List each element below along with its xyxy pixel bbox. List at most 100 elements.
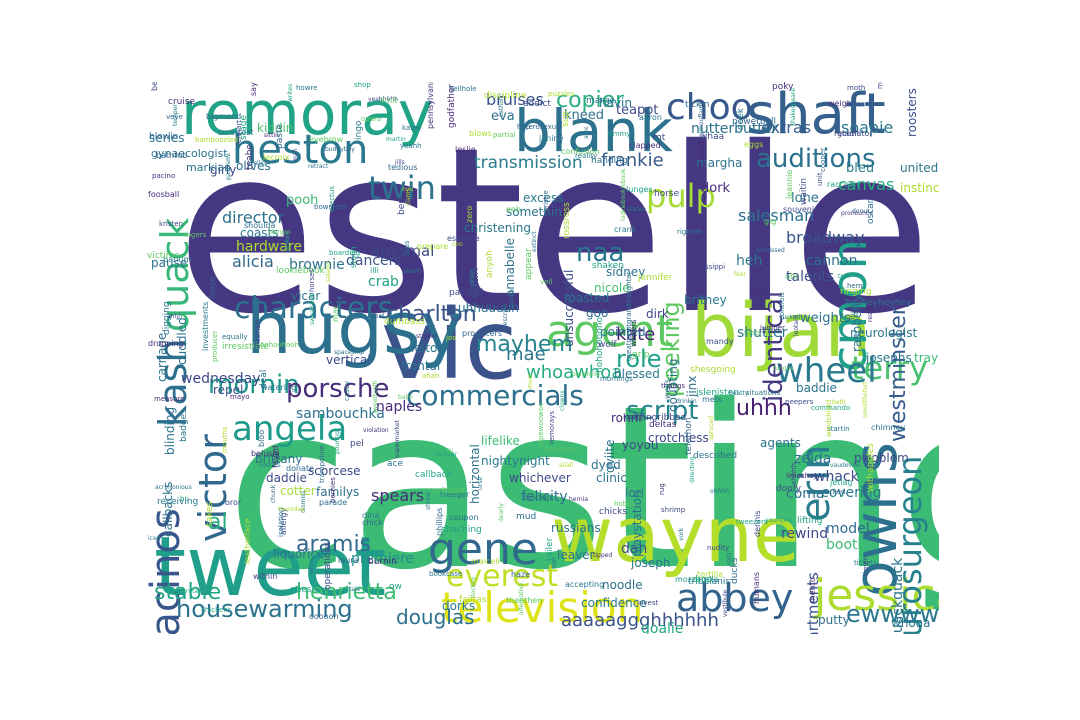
word-sweatshirt: sweatshirt	[309, 293, 316, 325]
word-foosball: foosball	[148, 190, 180, 199]
word-loaf: loaf	[373, 313, 385, 320]
word-salem: salem	[403, 268, 422, 275]
word-vaudeville: vaudeville	[830, 462, 861, 469]
word-ingo: ingo	[354, 120, 364, 140]
word-television: television	[441, 583, 644, 632]
word-described: described	[693, 451, 738, 461]
word-blowin: blowin	[149, 132, 179, 142]
word-tortilla: tortilla	[697, 570, 724, 579]
word-yeahhhhh: yeahhhhh	[368, 96, 398, 103]
word-crotchless: crotchless	[648, 431, 709, 445]
word-shakespeare: shakespeare	[790, 88, 797, 126]
word-invest: invest	[637, 599, 659, 607]
word-canvas: canvas	[838, 175, 895, 194]
word-characters: characters	[234, 291, 394, 326]
word-charlton: charlton	[386, 302, 477, 327]
word-hardware: hardware	[236, 239, 302, 255]
word-badges: badges	[179, 409, 189, 442]
word-boarding: boarding	[329, 249, 361, 257]
word-haze: haze	[511, 570, 531, 579]
word-jos: jos	[446, 334, 456, 342]
word-goalie: goalie	[641, 621, 684, 634]
word-horses: horses	[308, 268, 316, 292]
word-pouring: pouring	[334, 430, 341, 454]
word-dyed: dyed	[591, 458, 621, 472]
word-rossross: rossross	[562, 202, 572, 239]
word-tickets: tickets	[854, 559, 878, 567]
word-pennsylvania: pennsylvania	[426, 82, 435, 129]
word-wheel: wheel	[776, 351, 877, 391]
word-coo: coo	[452, 241, 463, 248]
word-mornin: mornin	[208, 370, 300, 400]
word-parade: parade	[319, 498, 348, 507]
word-janine: janine	[539, 134, 564, 143]
word-jumper: jumper	[760, 324, 785, 332]
word-hernia: hernia	[569, 496, 589, 503]
word-mandy: mandy	[706, 337, 734, 346]
word-drop: drop	[692, 575, 713, 585]
word-vestibule: vestibule	[722, 589, 729, 617]
word-ronni: ronni	[611, 411, 642, 425]
word-douglas: douglas	[396, 605, 475, 629]
word-rogers: rogers	[184, 231, 207, 239]
word-staten: staten	[627, 206, 647, 213]
word-spears: spears	[371, 486, 425, 505]
word-supermarket: supermarket	[394, 419, 401, 458]
word-porsche: porsche	[286, 374, 390, 404]
word-excess: excess	[523, 191, 564, 205]
word-addict: addict	[523, 99, 551, 109]
word-mah: mah	[292, 148, 299, 162]
word-mvin: mvin	[527, 374, 534, 389]
word-lifelike: lifelike	[481, 434, 520, 448]
word-wayne: wayne	[551, 490, 800, 579]
word-somethin: somethin	[506, 205, 562, 219]
word-oror: oror	[225, 498, 242, 507]
word-heston: heston	[232, 127, 369, 173]
word-telethon: telethon	[684, 417, 694, 455]
word-irresistible: irresistible	[222, 342, 269, 352]
word-bowmont: bowmont	[314, 203, 347, 211]
word-dirk: dirk	[646, 307, 669, 321]
word-smellthefart: smellthefart	[862, 381, 869, 418]
word-geek: geek	[736, 108, 746, 130]
word-lifting: lifting	[797, 516, 823, 526]
word-dumbass: dumbass	[384, 317, 425, 327]
word-stable: stable	[154, 580, 222, 605]
word-clowns: clowns	[559, 390, 566, 411]
word-recent: recent	[834, 129, 860, 138]
word-prepare: prepare	[417, 242, 449, 251]
word-operations: operations	[323, 542, 333, 590]
word-shop: shop	[354, 82, 371, 89]
word-sambouchka: sambouchka	[296, 406, 385, 422]
word-auditions: auditions	[756, 144, 876, 174]
word-ohhhh: ohhhh	[710, 488, 729, 495]
word-casting: casting	[226, 358, 939, 620]
word-bigmond: bigmond	[206, 112, 242, 121]
word-felicity: felicity	[521, 489, 568, 505]
word-handing: handing	[591, 156, 628, 166]
word-stage: stage	[239, 115, 249, 140]
word-jetlag: jetlag	[830, 478, 853, 487]
word-grip: grip	[632, 350, 650, 360]
word-aaaaaggghhhhhh: aaaaaggghhhhhh	[561, 610, 719, 631]
word-estelle: estelle	[176, 98, 932, 364]
word-tucked: tucked	[780, 314, 801, 321]
word-shoulda: shoulda	[244, 221, 276, 230]
word-salami: salami	[325, 262, 332, 282]
word-geess: geess	[290, 585, 317, 595]
word-josephs: josephs	[866, 351, 912, 365]
word-gig: gig	[764, 217, 777, 226]
word-costars: costars	[259, 462, 281, 469]
word-teapot: teapot	[616, 103, 659, 118]
word-knittingribbed: knittingribbed	[623, 413, 687, 423]
word-blinding: blinding	[163, 406, 177, 455]
word-olives: olives	[236, 159, 271, 173]
word-thursday: thursday	[278, 506, 305, 513]
word-daddie: daddie	[266, 471, 307, 485]
word-chunk: chunk	[270, 484, 277, 503]
word-shutter: shutter	[737, 325, 788, 341]
word-sup: sup	[561, 110, 571, 127]
word-barium: barium	[163, 255, 192, 264]
word-eva: eva	[491, 109, 515, 124]
word-remoray: remoray	[181, 82, 434, 149]
